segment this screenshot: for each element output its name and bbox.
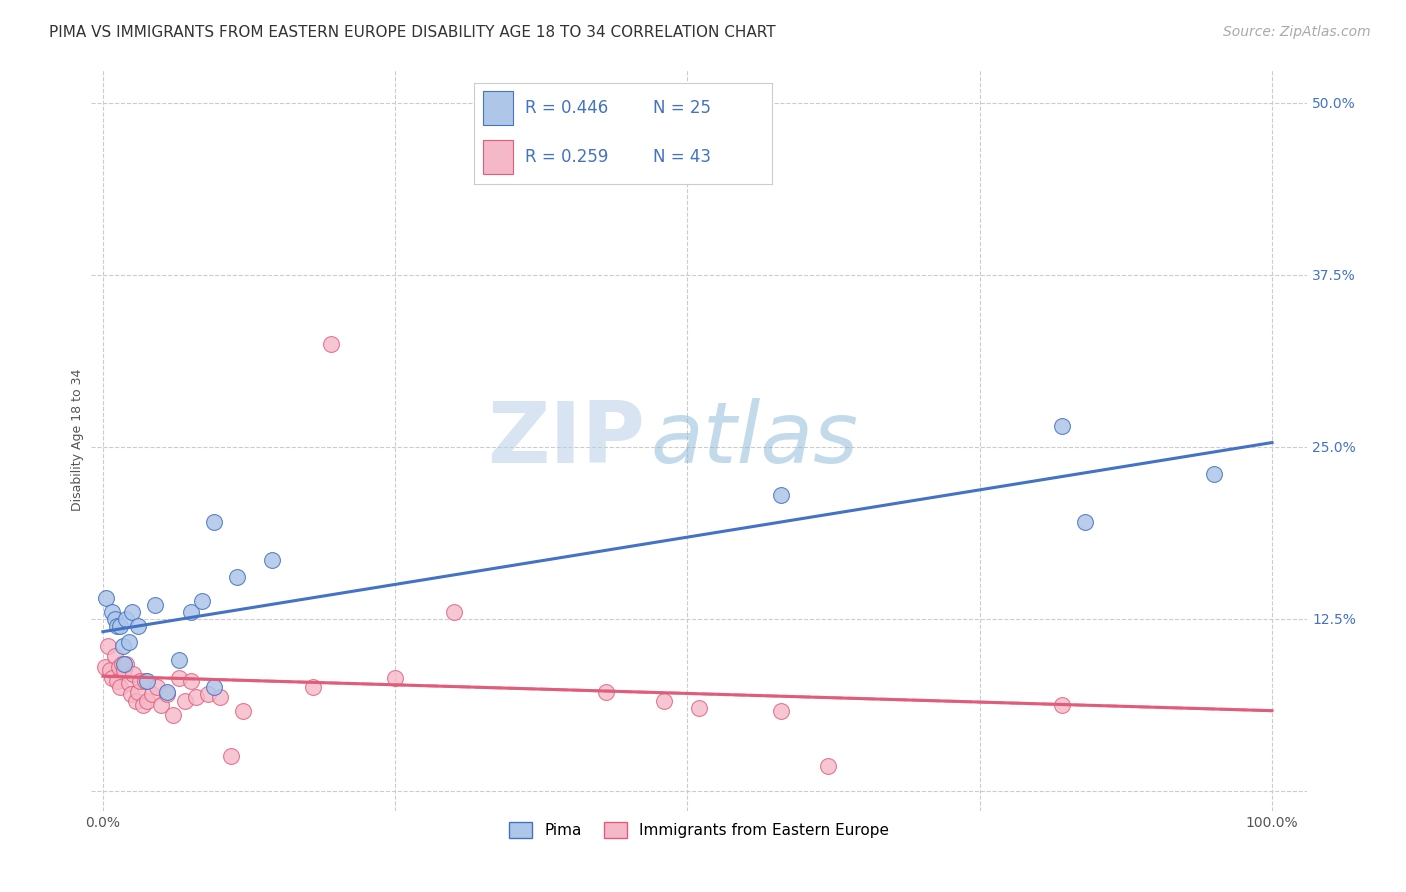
Point [111,639,134,653]
Point [120,687,142,701]
Point [232,704,254,718]
Legend: Pima, Immigrants from Eastern Europe: Pima, Immigrants from Eastern Europe [503,816,896,845]
Point [262,552,284,566]
Point [167,653,190,667]
Point [197,687,219,701]
Y-axis label: Disability Age 18 to 34: Disability Age 18 to 34 [72,368,84,511]
Point [769,704,792,718]
Point [134,673,156,688]
Point [145,598,167,612]
Point [1074,516,1097,530]
Point [384,671,406,685]
Point [1202,467,1225,482]
Point [101,605,124,619]
Point [115,612,138,626]
Point [191,593,214,607]
Point [1050,419,1073,434]
Point [127,618,149,632]
Point [652,694,675,708]
Point [302,681,325,695]
Point [129,673,152,688]
Point [226,570,249,584]
Point [117,635,139,649]
Point [96,591,118,605]
Point [101,671,124,685]
Point [156,687,179,701]
Point [122,666,145,681]
Point [1050,698,1073,713]
Point [96,639,118,653]
Point [117,676,139,690]
Point [94,660,117,674]
Point [115,657,138,671]
Point [202,516,225,530]
Point [186,690,208,704]
Point [150,698,173,713]
Point [110,657,132,671]
Point [136,673,159,688]
Point [103,648,125,663]
Point [156,684,179,698]
Point [319,336,342,351]
Point [221,749,243,764]
Point [110,618,132,632]
Point [105,618,128,632]
Point [145,681,167,695]
Text: atlas: atlas [651,399,859,482]
Point [769,488,792,502]
Point [103,612,125,626]
Point [443,605,465,619]
Point [136,694,159,708]
Point [202,681,225,695]
Point [141,687,163,701]
Point [121,605,143,619]
Point [173,694,195,708]
Point [208,690,231,704]
Point [127,684,149,698]
Point [595,684,617,698]
Text: ZIP: ZIP [486,399,644,482]
Point [817,759,839,773]
Point [124,694,146,708]
Point [167,671,190,685]
Point [112,657,135,671]
Point [688,701,710,715]
Point [180,605,202,619]
Text: PIMA VS IMMIGRANTS FROM EASTERN EUROPE DISABILITY AGE 18 TO 34 CORRELATION CHART: PIMA VS IMMIGRANTS FROM EASTERN EUROPE D… [49,25,776,40]
Point [162,707,184,722]
Point [112,663,135,677]
Text: Source: ZipAtlas.com: Source: ZipAtlas.com [1223,25,1371,39]
Point [105,673,128,688]
Point [180,673,202,688]
Point [110,681,132,695]
Point [108,660,131,674]
Point [131,698,153,713]
Point [98,663,121,677]
